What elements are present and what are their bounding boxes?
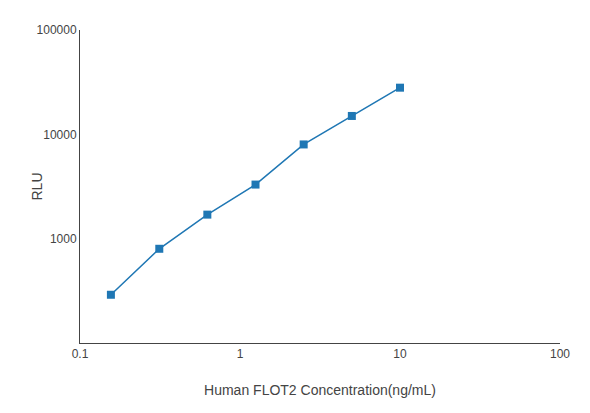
svg-text:RLU: RLU xyxy=(29,172,45,200)
svg-text:100000: 100000 xyxy=(37,23,77,37)
svg-text:10: 10 xyxy=(393,347,407,361)
svg-text:100: 100 xyxy=(550,347,570,361)
svg-text:Human FLOT2 Concentration(ng/m: Human FLOT2 Concentration(ng/mL) xyxy=(204,382,436,398)
svg-text:1: 1 xyxy=(237,347,244,361)
svg-text:0.1: 0.1 xyxy=(72,347,89,361)
svg-text:1000: 1000 xyxy=(50,232,77,246)
svg-text:10000: 10000 xyxy=(43,128,77,142)
